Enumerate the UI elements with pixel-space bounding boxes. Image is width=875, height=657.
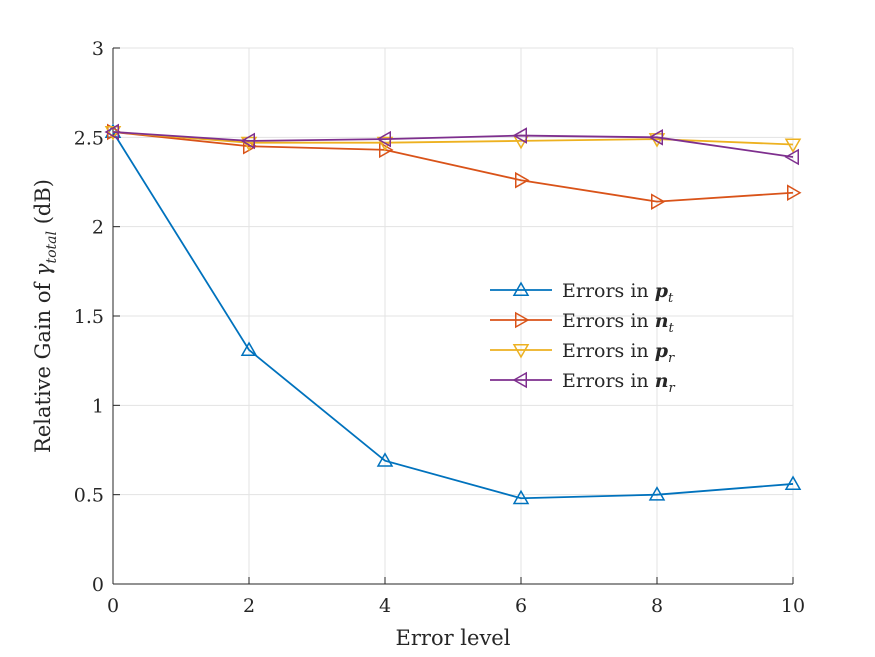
data-point (648, 129, 663, 146)
legend-swatch-marker (515, 311, 530, 329)
data-point (376, 130, 391, 148)
data-point (784, 138, 802, 153)
x-tick-label: 0 (107, 595, 119, 617)
data-point (651, 193, 666, 210)
data-point (784, 475, 802, 490)
legend-label-text: Errors in (562, 340, 655, 362)
data-point (376, 452, 394, 467)
data-point (512, 489, 530, 505)
x-tick-label: 8 (651, 595, 663, 617)
x-tick-label: 2 (243, 595, 255, 617)
y-axis-label-suffix: (dB) (31, 179, 55, 231)
y-tick-label: 2.5 (74, 127, 104, 149)
legend-label-text: Errors in (562, 370, 655, 392)
legend-label-var: p (655, 280, 669, 302)
y-tick-label: 0 (92, 574, 104, 596)
data-point (787, 184, 802, 202)
y-tick-label: 2 (92, 217, 104, 239)
legend-label-sub: t (668, 291, 674, 306)
legend-item-1: Errors in nt (490, 310, 675, 336)
series-line-3 (112, 131, 794, 158)
data-point (104, 123, 119, 141)
legend-label-var: n (655, 370, 669, 392)
data-point (515, 171, 530, 189)
legend-item-3: Errors in nr (490, 370, 676, 396)
x-axis-label: Error level (396, 626, 511, 650)
data-point (240, 132, 255, 150)
data-point (512, 127, 527, 144)
series-0 (104, 123, 802, 505)
legend-swatch-marker (512, 344, 530, 359)
legend-label: Errors in nt (562, 310, 675, 336)
data-point (648, 486, 666, 501)
data-point (784, 148, 799, 166)
data-point (376, 136, 394, 152)
legend-label-text: Errors in (562, 280, 655, 302)
series-1 (107, 123, 802, 210)
y-tick-label: 1 (92, 395, 104, 417)
y-axis-label-subscript: total (44, 231, 60, 264)
series-line-1 (112, 131, 794, 203)
legend-item-2: Errors in pr (490, 340, 675, 366)
data-point (107, 123, 122, 141)
y-axis-label-symbol: γ (31, 263, 55, 276)
x-tick-label: 4 (379, 595, 391, 617)
legend-label-sub: r (668, 351, 675, 366)
legend-swatch-marker (512, 281, 530, 296)
series-layer (104, 123, 802, 505)
tick-labels: 0 2 4 6 8 10 0 0.5 1 1.5 2 2.5 3 (74, 38, 805, 617)
y-tick-label: 1.5 (74, 306, 104, 328)
legend-label: Errors in pr (562, 340, 675, 366)
x-tick-label: 10 (781, 595, 805, 617)
legend-item-0: Errors in pt (490, 280, 674, 306)
x-tick-label: 6 (515, 595, 527, 617)
legend-label-var: n (655, 310, 669, 332)
legend-label: Errors in nr (562, 370, 676, 396)
series-3 (104, 123, 799, 166)
legend-label-sub: r (669, 381, 676, 396)
data-point (104, 123, 122, 138)
y-axis-label-prefix: Relative Gain of (31, 276, 55, 453)
y-tick-label: 3 (92, 38, 104, 60)
legend-label-text: Errors in (562, 310, 655, 332)
data-point (240, 341, 258, 356)
data-point (379, 141, 394, 159)
series-line-0 (112, 131, 794, 500)
legend-label-var: p (655, 340, 669, 362)
y-tick-label: 0.5 (74, 485, 104, 507)
legend-label-sub: t (669, 321, 675, 336)
legend-label: Errors in pt (562, 280, 674, 306)
y-axis-label: Relative Gain of γtotal (dB) (31, 179, 60, 453)
legend-swatch-marker (512, 371, 527, 389)
